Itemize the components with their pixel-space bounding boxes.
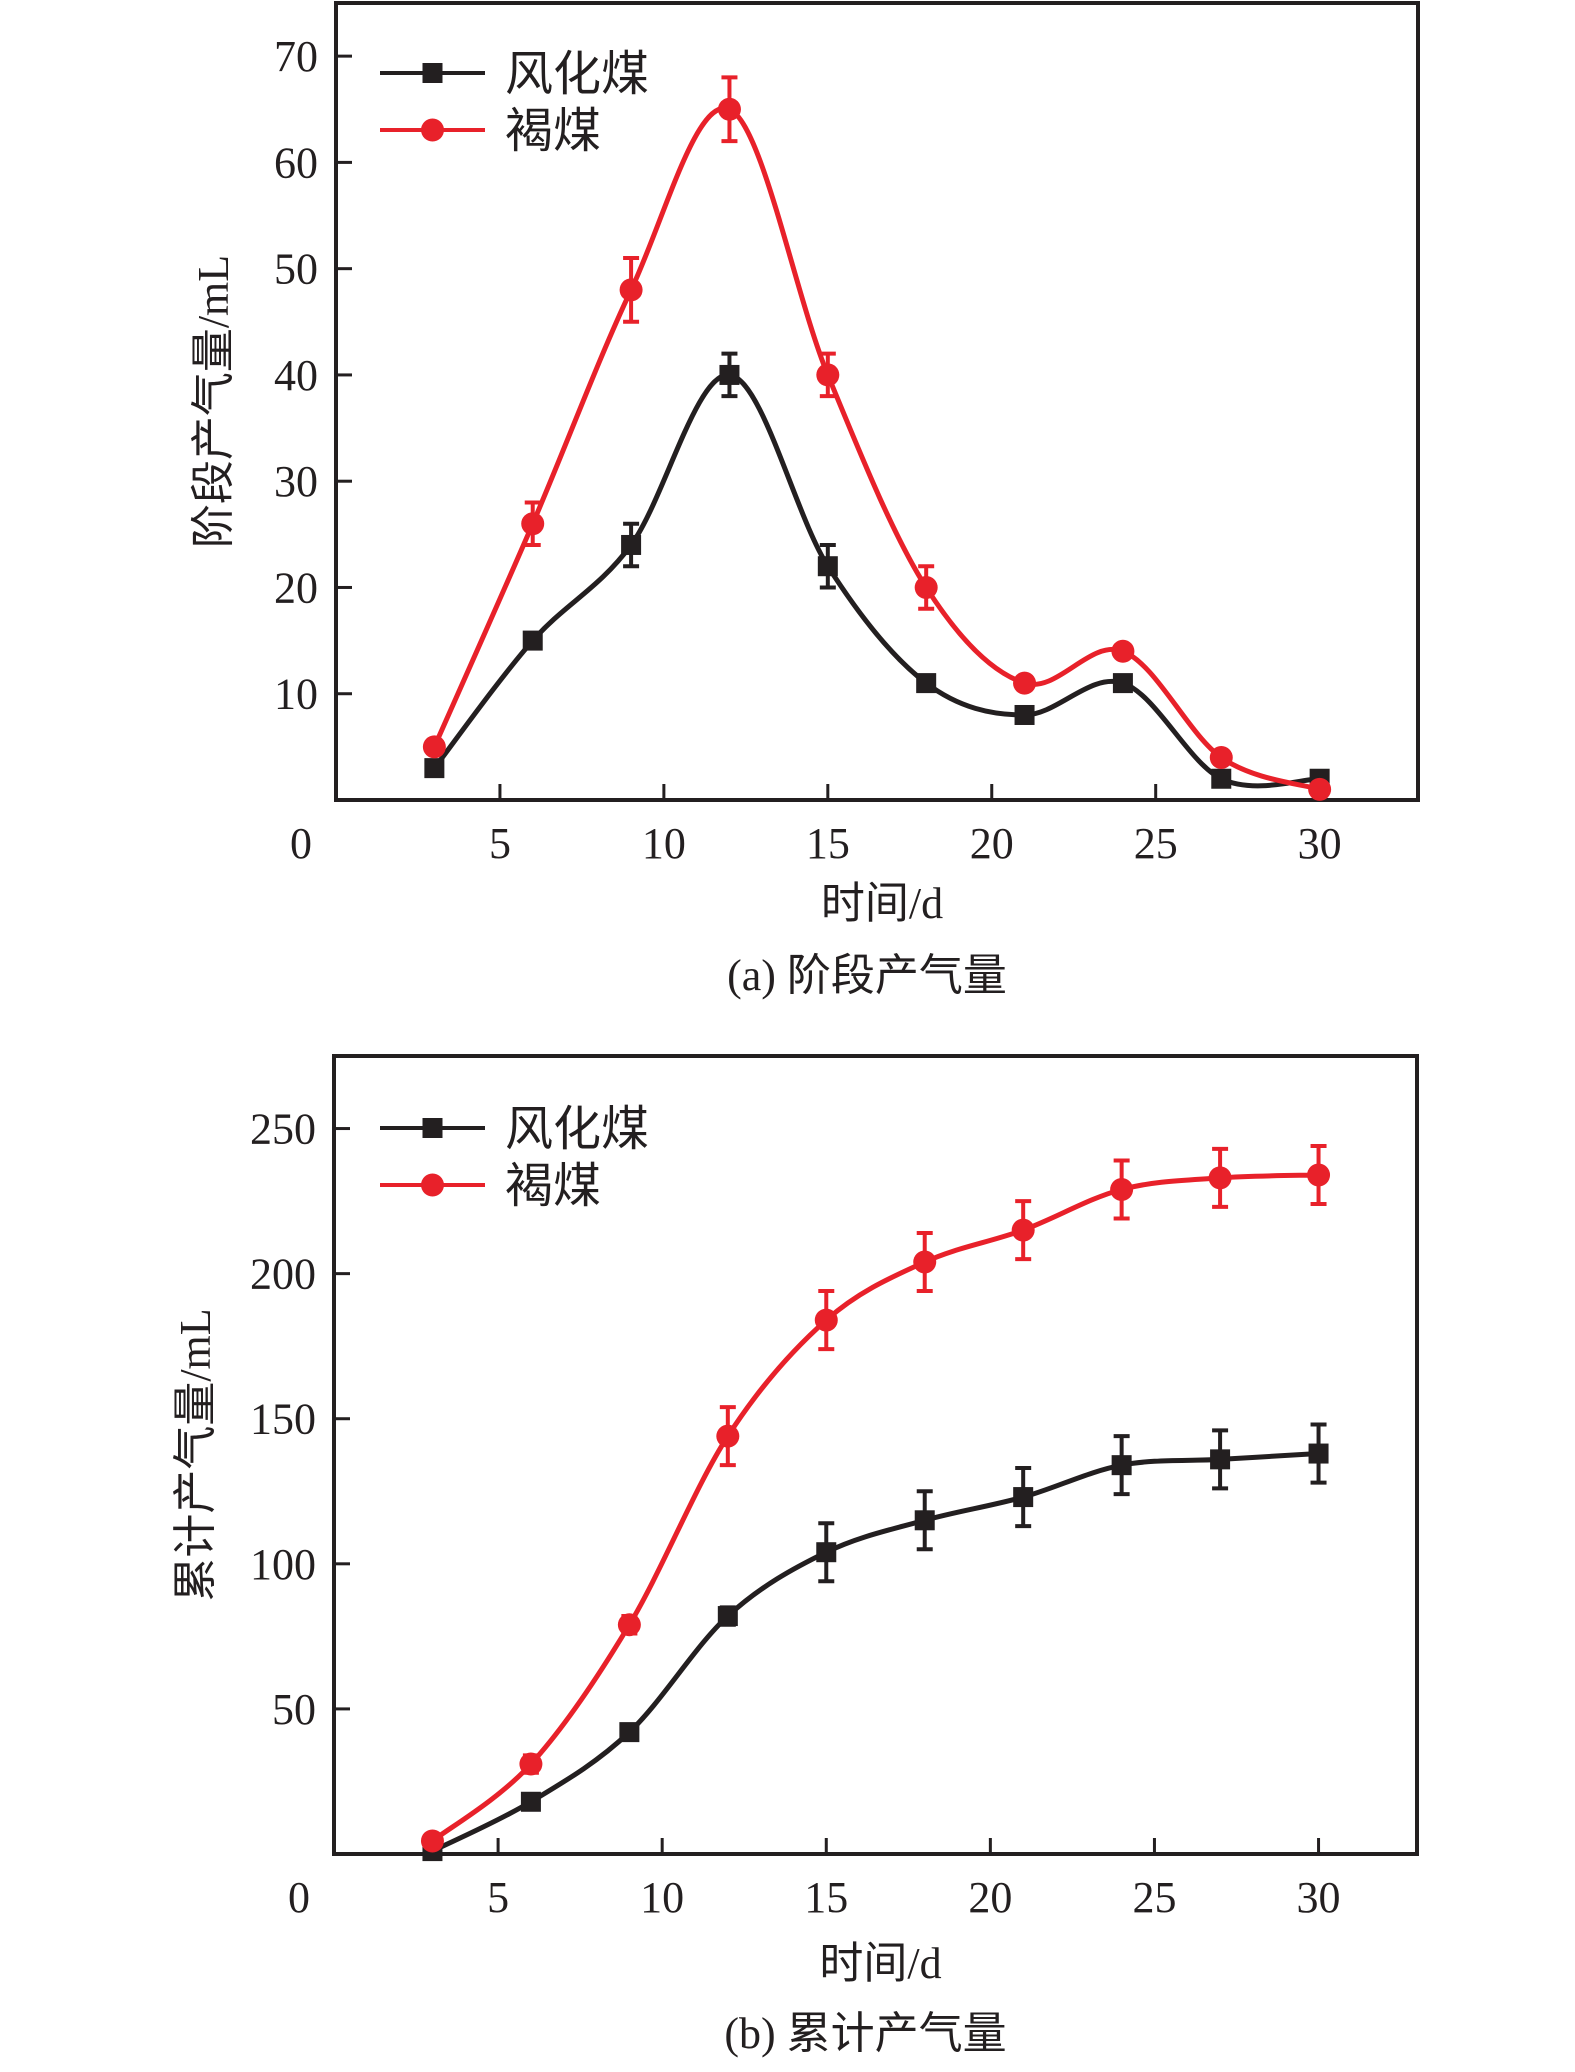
x-tick-label: 20: [968, 1873, 1012, 1922]
data-point-circle: [1307, 1163, 1331, 1187]
x-tick-label: 15: [804, 1873, 848, 1922]
x-tick-label: 5: [489, 819, 511, 868]
x-tick-label: 10: [640, 1873, 684, 1922]
y-tick-label: 250: [250, 1105, 316, 1154]
data-point-square: [916, 673, 937, 694]
data-point-circle: [716, 1424, 740, 1448]
chart-a-stage-gas-production: 0 5 10 15 20 25 30 10 20 30 40 50 60 70 时间/d 阶段产气量/mL (a…: [189, 1, 1420, 1000]
legend-marker-square: [422, 1118, 443, 1138]
data-point-square: [817, 556, 838, 577]
data-point-circle: [816, 363, 840, 387]
data-point-circle: [519, 1752, 543, 1776]
data-point-circle: [617, 1613, 641, 1637]
x-axis-title: 时间/d: [819, 1939, 941, 1988]
data-point-square: [1014, 704, 1035, 725]
data-point-square: [717, 1606, 738, 1627]
x-tick-label: 30: [1298, 819, 1342, 868]
y-tick-label: 10: [274, 670, 318, 719]
data-point-square: [1111, 1455, 1132, 1476]
series-weathered-coal: [422, 1422, 1329, 1862]
x-tick-label: 5: [487, 1873, 509, 1922]
data-point-circle: [914, 575, 938, 599]
plot-frame: [334, 1, 1420, 802]
series-line: [432, 372, 1320, 789]
x-tick-label: 30: [1297, 1873, 1341, 1922]
data-point-circle: [420, 1829, 444, 1853]
data-point-square: [816, 1542, 837, 1563]
x-tick-label: 25: [1132, 1873, 1176, 1922]
y-tick-label: 50: [272, 1685, 316, 1734]
x-tick-label: 0: [288, 1873, 310, 1922]
data-point-circle: [1011, 1218, 1035, 1242]
data-point-square: [424, 758, 445, 779]
data-point-square: [914, 1510, 935, 1531]
x-tick-label: 20: [970, 819, 1014, 868]
y-axis-title: 阶段产气量/mL: [189, 255, 238, 548]
legend-entry: 褐煤: [380, 1160, 601, 1213]
data-point-square: [1308, 1443, 1329, 1464]
data-point-circle: [1308, 777, 1332, 801]
chart-b-cumulative-gas-production: 0 5 10 15 20 25 30 50 100 150 200 250 时间/d 累计产气量/mL (b…: [171, 1054, 1419, 2058]
series-weathered-coal: [424, 351, 1330, 789]
y-tick-label: 200: [250, 1250, 316, 1299]
data-point-circle: [422, 735, 446, 759]
legend-marker-circle: [421, 118, 444, 142]
figure-caption: (b) 累计产气量: [724, 2009, 1006, 2058]
y-axis-title: 累计产气量/mL: [171, 1308, 220, 1601]
x-tick-label: 0: [290, 819, 312, 868]
data-point-square: [1211, 768, 1232, 789]
data-point-circle: [1110, 1177, 1134, 1201]
data-point-square: [621, 534, 642, 555]
plot-frame: [332, 1054, 1419, 1856]
legend-entry: 风化煤: [380, 48, 649, 101]
data-point-square: [1210, 1449, 1231, 1470]
x-tick-label: 10: [642, 819, 686, 868]
data-point-square: [1112, 673, 1133, 694]
y-tick-label: 100: [250, 1540, 316, 1589]
x-axis-title: 时间/d: [821, 879, 943, 928]
data-point-square: [719, 364, 740, 385]
data-point-circle: [1111, 639, 1135, 663]
data-point-circle: [913, 1250, 937, 1274]
legend-entry: 褐煤: [380, 105, 601, 158]
data-point-circle: [814, 1308, 838, 1332]
y-tick-label: 70: [274, 32, 318, 81]
series-lignite: [422, 75, 1332, 801]
legend-marker-square: [422, 63, 443, 83]
series-lignite: [420, 1143, 1331, 1853]
legend-label: 风化煤: [505, 1103, 649, 1156]
x-tick-label: 25: [1134, 819, 1178, 868]
y-tick-label: 60: [274, 138, 318, 187]
data-point-square: [522, 630, 543, 651]
y-tick-label: 40: [274, 351, 318, 400]
series-line: [431, 1451, 1319, 1854]
data-point-circle: [1209, 745, 1233, 769]
y-tick-label: 50: [274, 245, 318, 294]
legend-marker-circle: [421, 1173, 444, 1197]
legend-label: 风化煤: [505, 48, 649, 101]
figure-caption: (a) 阶段产气量: [727, 951, 1007, 1000]
data-point-square: [520, 1791, 541, 1812]
data-point-circle: [619, 278, 643, 302]
legend-label: 褐煤: [505, 1160, 601, 1213]
legend-entry: 风化煤: [380, 1103, 649, 1156]
series-line: [430, 1172, 1319, 1843]
series-line: [432, 105, 1321, 792]
x-tick-label: 15: [806, 819, 850, 868]
data-point-circle: [1013, 671, 1037, 695]
data-point-circle: [1208, 1166, 1232, 1190]
y-tick-label: 30: [274, 457, 318, 506]
data-point-circle: [717, 97, 741, 121]
data-point-circle: [521, 512, 545, 536]
data-point-square: [1013, 1487, 1034, 1508]
data-point-square: [619, 1722, 640, 1743]
legend-label: 褐煤: [505, 105, 601, 158]
y-tick-label: 150: [250, 1395, 316, 1444]
y-tick-label: 20: [274, 563, 318, 612]
